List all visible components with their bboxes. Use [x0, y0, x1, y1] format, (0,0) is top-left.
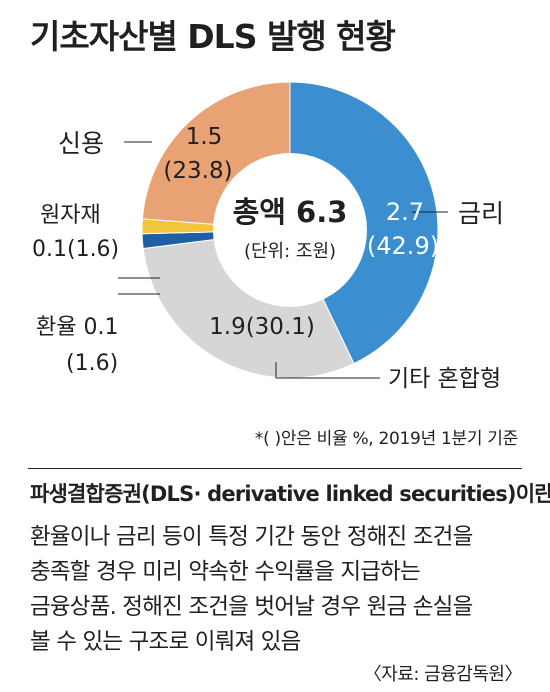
definition-text: 환율이나 금리 등이 특정 기간 동안 정해진 조건을 충족할 경우 미리 약속…	[30, 520, 530, 660]
label-credit-pct: (23.8)	[163, 158, 232, 184]
definition-heading: 파생결합증권(DLS· derivative linked securities…	[30, 482, 550, 506]
label-fx-pct: (1.6)	[66, 351, 118, 376]
label-rate-pct: (42.9)	[367, 232, 439, 260]
chart-title: 기초자산별 DLS 발행 현황	[30, 17, 396, 56]
label-rate-value: 2.7	[386, 198, 424, 226]
donut-chart: 총액 6.3 (단위: 조원) 신용 원자재 0.1(1.6) 환율 0.1 (…	[32, 81, 504, 392]
label-other-value: 1.9(30.1)	[209, 314, 315, 340]
definition-line: 충족할 경우 미리 약속한 수익률을 지급하는	[30, 559, 421, 585]
label-other-name: 기타 혼합형	[388, 366, 501, 392]
label-fx-name: 환율 0.1	[36, 315, 118, 340]
definition-line: 금융상품. 정해진 조건을 벗어날 경우 원금 손실을	[30, 594, 473, 620]
label-credit-name: 신용	[58, 129, 104, 158]
definition-line: 환율이나 금리 등이 특정 기간 동안 정해진 조건을	[30, 524, 473, 550]
definition-line: 볼 수 있는 구조로 이뤄져 있음	[30, 629, 301, 655]
center-unit: (단위: 조원)	[244, 241, 336, 262]
footnote: *( )안은 비율 %, 2019년 1분기 기준	[254, 429, 518, 449]
label-credit-value: 1.5	[186, 124, 223, 150]
label-raw-name: 원자재	[40, 203, 101, 228]
label-rate-name: 금리	[458, 199, 504, 228]
center-total: 총액 6.3	[233, 195, 348, 229]
donut-hole	[213, 153, 367, 307]
leader-line-other	[275, 362, 380, 379]
label-raw-value: 0.1(1.6)	[32, 237, 119, 262]
divider	[28, 468, 522, 469]
source-credit: 〈자료: 금융감독원〉	[363, 664, 523, 685]
